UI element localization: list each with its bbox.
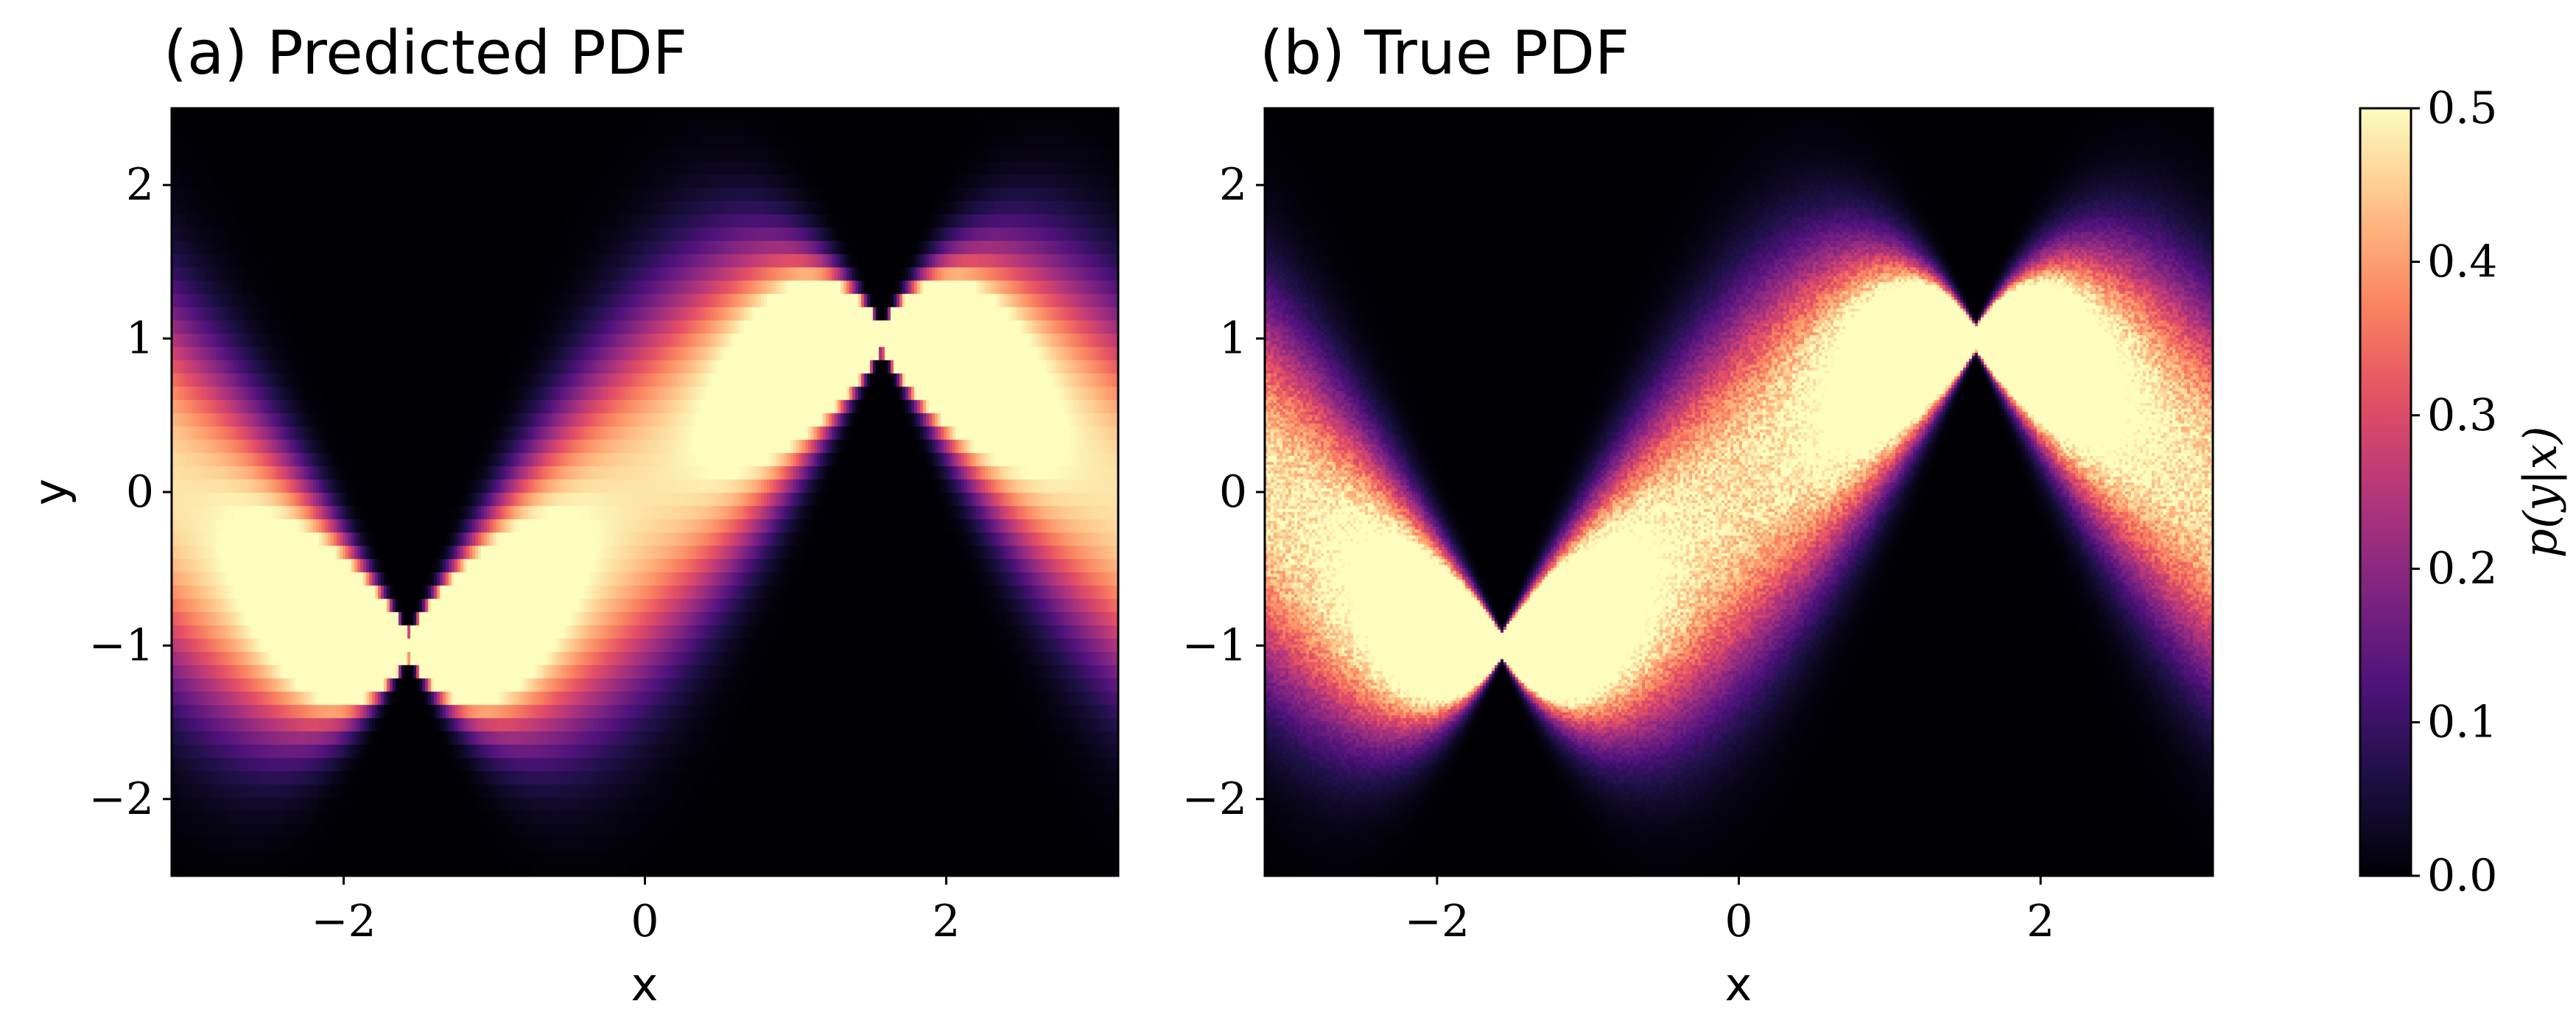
colorbar: 0.0 0.1 0.2 0.3 0.4 0.5 p(y|x) <box>2360 82 2567 902</box>
panel-a-xtick-label: 0 <box>631 896 659 947</box>
panel-b-ytick-label: −1 <box>1182 619 1247 671</box>
panel-b-xtick-label: −2 <box>1405 896 1470 947</box>
panel-a-plot: −2 0 2 −2 −1 0 1 2 x y <box>24 108 1118 1011</box>
panel-b-ytick-label: 0 <box>1219 466 1247 518</box>
panel-a-ytick-label: −1 <box>89 619 154 671</box>
colorbar-tick-label: 0.2 <box>2427 543 2497 594</box>
panel-b-ytick-label: −2 <box>1182 773 1247 825</box>
panel-b-title: (b) True PDF <box>1260 18 1629 88</box>
panel-a-title: (a) Predicted PDF <box>164 18 687 88</box>
panel-a-ytick-label: 1 <box>126 313 154 365</box>
colorbar-ticks: 0.0 0.1 0.2 0.3 0.4 0.5 <box>2411 82 2497 902</box>
colorbar-tick-label: 0.0 <box>2427 850 2497 902</box>
panel-a-ytick-label: 0 <box>126 466 154 518</box>
panel-a-ylabel: y <box>24 479 77 506</box>
panel-b-ytick-label: 1 <box>1219 313 1247 365</box>
panel-b-ytick-label: 2 <box>1219 159 1247 211</box>
panel-a-heatmap <box>172 108 1118 876</box>
colorbar-tick-label: 0.1 <box>2427 697 2497 748</box>
panel-a-xtick-label: −2 <box>311 896 376 947</box>
panel-a-xtick-label: 2 <box>932 896 960 947</box>
panel-b-xtick-label: 2 <box>2026 896 2054 947</box>
panel-b-heatmap <box>1265 108 2213 876</box>
colorbar-gradient <box>2360 108 2411 876</box>
panel-a-ytick-label: 2 <box>126 159 154 211</box>
panel-a-xlabel: x <box>631 958 659 1011</box>
colorbar-tick-label: 0.3 <box>2427 390 2497 441</box>
colorbar-tick-label: 0.5 <box>2427 82 2497 134</box>
panel-b-plot: −2 0 2 −2 −1 0 1 2 x <box>1182 108 2213 1011</box>
colorbar-label: p(y|x) <box>2513 426 2567 558</box>
panel-b-xtick-label: 0 <box>1724 896 1752 947</box>
colorbar-tick-label: 0.4 <box>2427 236 2497 287</box>
panel-a-ytick-label: −2 <box>89 773 154 825</box>
panel-b-xlabel: x <box>1725 958 1752 1011</box>
